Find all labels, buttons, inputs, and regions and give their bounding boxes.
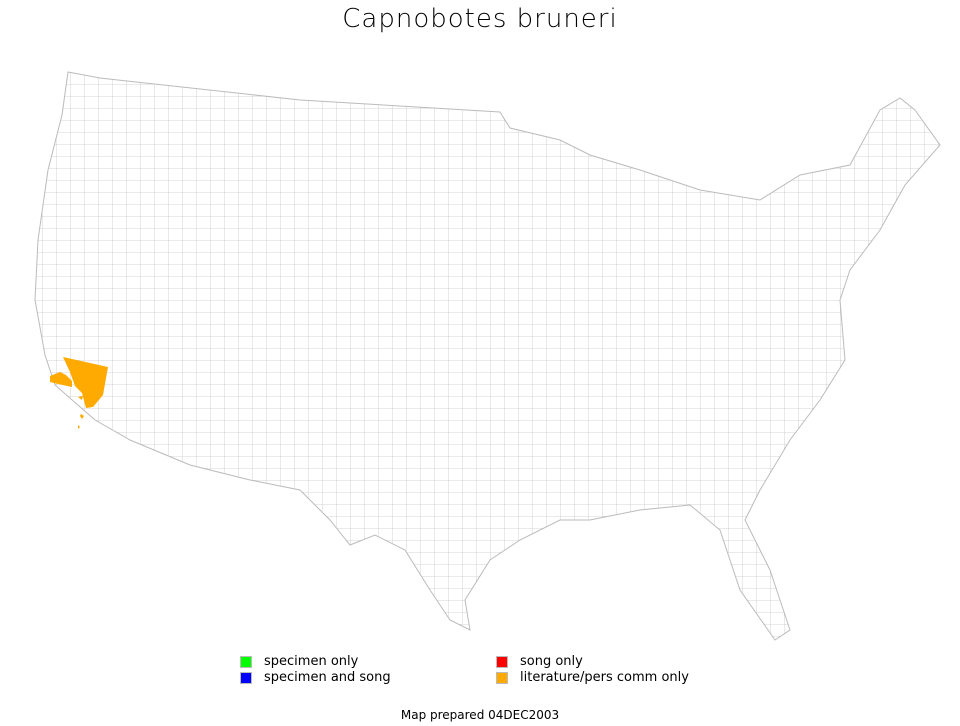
island-1: [80, 414, 84, 419]
us-outline: [34, 71, 941, 641]
legend-swatch-green: [240, 655, 252, 668]
legend-song-only: song only: [496, 654, 583, 669]
legend-literature: literature/pers comm only: [496, 670, 689, 685]
county-small: [78, 396, 83, 400]
legend-label: specimen and song: [264, 670, 391, 685]
county-los-angeles: [50, 372, 72, 387]
legend-swatch-red: [496, 655, 508, 668]
county-san-bernardino: [63, 357, 108, 408]
legend-specimen-and-song: specimen and song: [240, 670, 391, 685]
legend-label: specimen only: [264, 654, 359, 669]
legend-label: song only: [520, 654, 583, 669]
legend-swatch-orange: [496, 671, 508, 684]
island-2: [78, 425, 80, 429]
highlighted-counties: [50, 357, 108, 429]
legend-label: literature/pers comm only: [520, 670, 689, 685]
map-title: Capnobotes bruneri: [342, 4, 618, 34]
map-prepared-date: Map prepared 04DEC2003: [400, 708, 560, 722]
legend-swatch-blue: [240, 671, 252, 684]
legend-specimen-only: specimen only: [240, 654, 358, 669]
